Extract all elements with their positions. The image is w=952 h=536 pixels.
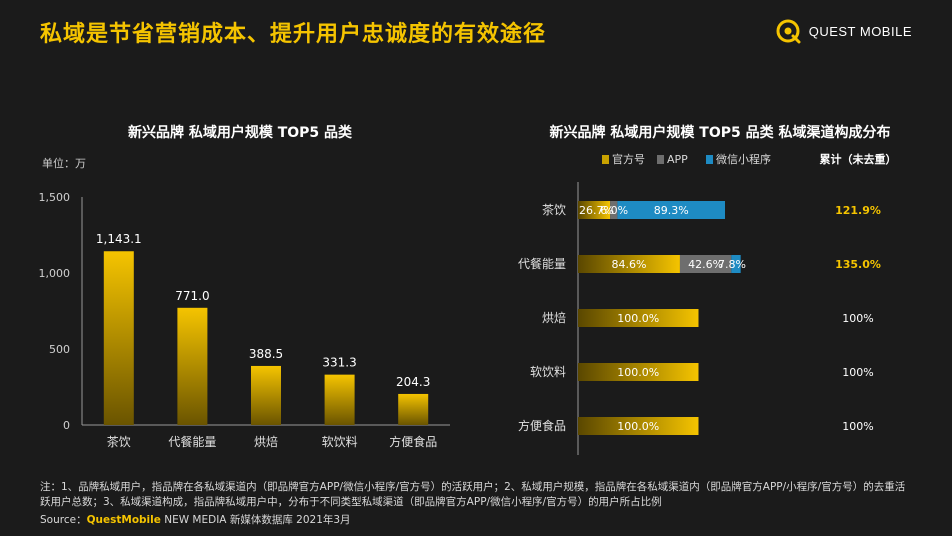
bar xyxy=(177,307,208,425)
stacked-bar-segment xyxy=(578,363,699,381)
bar-value-label: 204.3 xyxy=(396,375,430,389)
x-tick-label: 软饮料 xyxy=(322,435,358,449)
category-label: 茶饮 xyxy=(542,202,566,217)
legend-swatch xyxy=(657,155,664,164)
stacked-bar-segment xyxy=(578,201,611,219)
y-tick-label: 1,000 xyxy=(39,267,71,280)
segment-value-label: 84.6% xyxy=(611,258,646,271)
bar-value-label: 1,143.1 xyxy=(96,232,142,246)
category-label: 软饮料 xyxy=(530,365,566,379)
x-tick-label: 代餐能量 xyxy=(168,434,216,449)
bar-value-label: 771.0 xyxy=(175,289,209,303)
logo-text: QUEST MOBILE xyxy=(808,23,912,39)
left-chart-title: 新兴品牌 私域用户规模 TOP5 品类 xyxy=(127,125,353,141)
stacked-bar-segment xyxy=(578,255,680,273)
stacked-bar-segment xyxy=(617,201,726,219)
total-value-label: 121.9% xyxy=(835,204,881,217)
segment-value-label: 89.3% xyxy=(654,204,689,217)
total-value-label: 100% xyxy=(842,420,873,433)
source-brand: QuestMobile xyxy=(86,514,161,526)
segment-value-label: 100.0% xyxy=(617,312,659,325)
legend-label: 官方号 xyxy=(612,152,645,166)
x-tick-label: 方便食品 xyxy=(389,434,437,449)
segment-value-label: 42.6% xyxy=(688,258,723,271)
questmobile-logo-icon xyxy=(776,19,801,44)
totals-header: 累计（未去重） xyxy=(820,152,897,166)
bar xyxy=(324,374,355,425)
y-tick-label: 0 xyxy=(63,419,70,432)
segment-value-label: 6.0% xyxy=(600,204,628,217)
y-tick-label: 1,500 xyxy=(39,191,71,204)
source-rest: NEW MEDIA 新媒体数据库 2021年3月 xyxy=(160,514,351,526)
right-chart-title: 新兴品牌 私域用户规模 TOP5 品类 私域渠道构成分布 xyxy=(549,125,891,141)
source-line: Source：QuestMobile NEW MEDIA 新媒体数据库 2021… xyxy=(40,512,351,527)
legend-label: APP xyxy=(667,153,688,166)
page-title: 私域是节省营销成本、提升用户忠诚度的有效途径 xyxy=(40,22,547,47)
bar xyxy=(103,251,134,425)
footnote: 注：1、品牌私域用户，指品牌在各私域渠道内（即品牌官方APP/微信小程序/官方号… xyxy=(40,481,906,508)
y-tick-label: 500 xyxy=(49,343,70,356)
stacked-bar-segment xyxy=(578,417,699,435)
bar xyxy=(251,365,281,425)
total-value-label: 100% xyxy=(842,366,873,379)
stacked-bar-segment xyxy=(610,201,618,219)
source-prefix: Source： xyxy=(40,514,87,526)
category-label: 方便食品 xyxy=(518,418,566,433)
total-value-label: 100% xyxy=(842,312,873,325)
x-tick-label: 烘焙 xyxy=(254,434,278,449)
segment-value-label: 100.0% xyxy=(617,366,659,379)
stacked-bar-segment xyxy=(578,309,699,327)
stacked-bar-segment xyxy=(731,255,741,273)
questmobile-logo: QUEST MOBILE xyxy=(775,18,912,44)
legend-swatch xyxy=(706,155,713,164)
legend-swatch xyxy=(602,155,609,164)
stacked-bar-segment xyxy=(679,255,732,273)
bar-value-label: 388.5 xyxy=(249,347,283,361)
segment-value-label: 26.7% xyxy=(579,204,614,217)
bar xyxy=(398,393,429,425)
segment-value-label: 7.8% xyxy=(718,258,746,271)
category-label: 代餐能量 xyxy=(518,256,566,271)
segment-value-label: 100.0% xyxy=(617,420,659,433)
x-tick-label: 茶饮 xyxy=(107,434,131,449)
legend-label: 微信小程序 xyxy=(716,152,771,166)
total-value-label: 135.0% xyxy=(835,258,881,271)
category-label: 烘焙 xyxy=(542,310,566,325)
bar-value-label: 331.3 xyxy=(322,356,356,370)
unit-label: 单位：万 xyxy=(42,157,86,170)
